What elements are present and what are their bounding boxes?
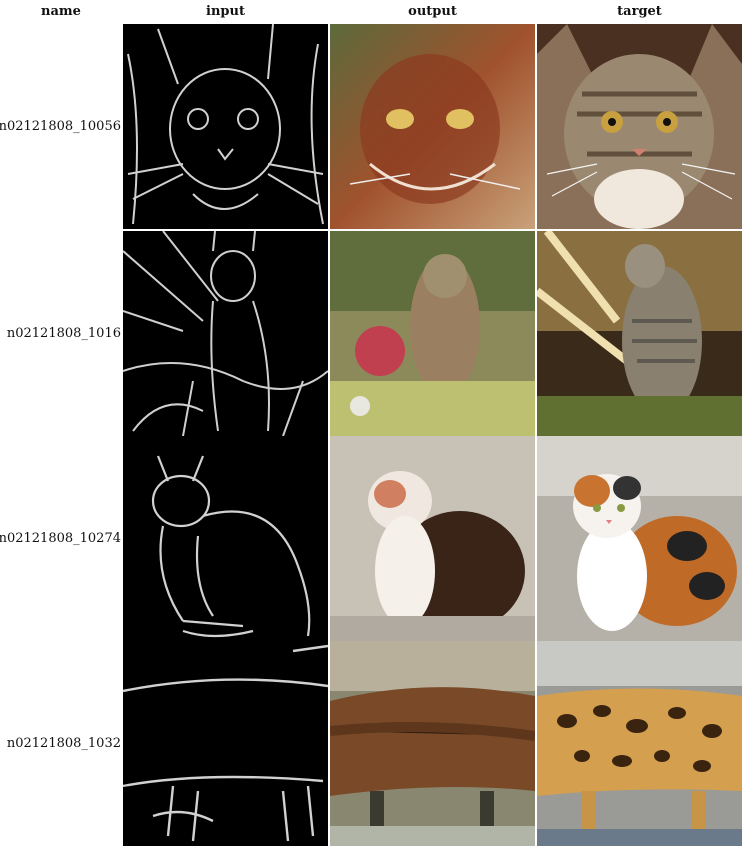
row-name: n02121808_1032: [6, 736, 121, 751]
target-image: [537, 436, 742, 641]
output-image: [330, 436, 535, 641]
row-name: n02121808_10056: [0, 119, 121, 134]
input-edge-image: [123, 231, 328, 436]
input-edge-image: [123, 641, 328, 846]
target-image: [537, 641, 742, 846]
row-name: n02121808_1016: [6, 326, 121, 341]
row-name: n02121808_10274: [0, 531, 121, 546]
header-name: name: [41, 4, 81, 19]
input-edge-image: [123, 24, 328, 229]
header-target: target: [617, 4, 662, 19]
output-image: [330, 231, 535, 436]
table-row: n02121808_10056: [0, 24, 747, 229]
output-image: [330, 24, 535, 229]
header-output: output: [408, 4, 457, 19]
target-image: [537, 231, 742, 436]
table-row: n02121808_1016: [0, 231, 747, 436]
table-row: n02121808_10274: [0, 436, 747, 641]
header-input: input: [206, 4, 245, 19]
target-image: [537, 24, 742, 229]
output-image: [330, 641, 535, 846]
table-row: n02121808_1032: [0, 641, 747, 846]
input-edge-image: [123, 436, 328, 641]
